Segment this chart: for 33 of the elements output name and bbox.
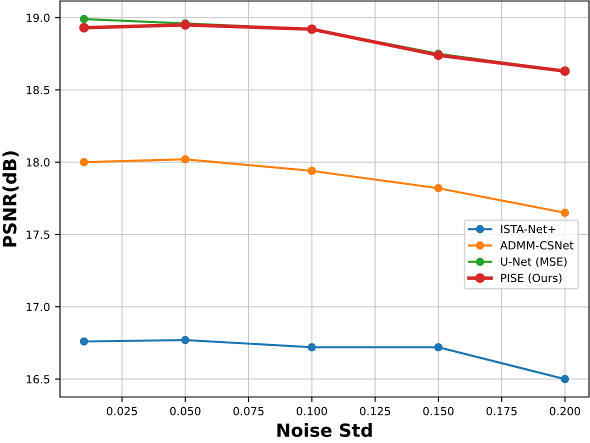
point bbox=[80, 14, 88, 24]
point bbox=[80, 337, 88, 346]
point bbox=[560, 374, 570, 384]
y-tick-label: 18.0 bbox=[26, 158, 50, 167]
x-axis-title: Noise Std bbox=[277, 423, 372, 438]
x-tick-label: 0.050 bbox=[170, 406, 200, 416]
y-tick-label: 17.0 bbox=[26, 302, 50, 312]
x-tick-label: 0.200 bbox=[550, 406, 580, 416]
legend-label: PISE (Ours) bbox=[501, 274, 562, 284]
x-tick-label: 0.150 bbox=[423, 406, 454, 416]
legend-label: U-Net (MSE) bbox=[501, 257, 567, 268]
point bbox=[181, 155, 190, 164]
x-tick-label: 0.125 bbox=[360, 406, 390, 416]
point bbox=[308, 343, 316, 352]
x-tick-label: 0.075 bbox=[233, 406, 264, 416]
point bbox=[434, 184, 443, 192]
y-axis-title: PSNR(dB) bbox=[2, 151, 19, 247]
legend-label: ADMM-CSNet bbox=[500, 241, 574, 250]
y-tick-label: 17.5 bbox=[26, 230, 50, 239]
y-tick-label: 16.5 bbox=[26, 375, 50, 384]
x-tick-label: 0.100 bbox=[296, 406, 328, 416]
point bbox=[79, 22, 89, 33]
point bbox=[80, 158, 88, 166]
y-tick-label: 19.0 bbox=[26, 14, 50, 22]
point bbox=[434, 50, 444, 60]
legend-label: ISTA-Net+ bbox=[501, 224, 556, 234]
point bbox=[308, 166, 316, 176]
y-tick-label: 18.5 bbox=[26, 86, 50, 94]
x-tick-label: 0.175 bbox=[486, 406, 517, 416]
point bbox=[181, 336, 190, 344]
point bbox=[560, 208, 570, 217]
x-tick-label: 0.025 bbox=[106, 406, 137, 416]
point bbox=[434, 343, 443, 352]
